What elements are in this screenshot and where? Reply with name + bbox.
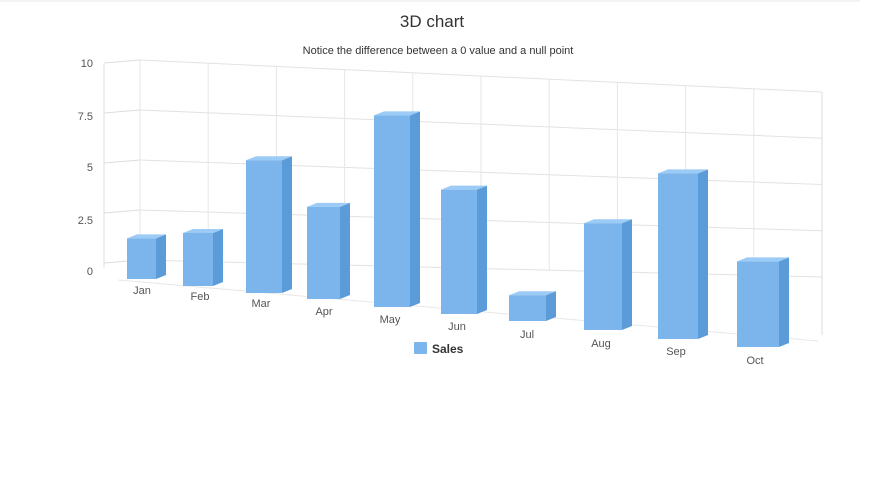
- bar-front: [183, 232, 213, 286]
- bar-side: [282, 156, 292, 293]
- gridline-side: [103, 159, 141, 164]
- bar-top: [307, 202, 350, 207]
- gridline-side: [103, 109, 141, 114]
- bar-side: [622, 219, 632, 330]
- bar-front: [509, 295, 546, 321]
- bar[interactable]: [183, 228, 223, 286]
- y-tick-label: 10: [81, 58, 93, 70]
- gridline-side: [103, 209, 141, 214]
- bar-front: [374, 115, 410, 307]
- bar[interactable]: [374, 111, 420, 307]
- top-border: [0, 0, 860, 2]
- x-tick-label: Sep: [666, 346, 686, 358]
- bar[interactable]: [307, 202, 350, 299]
- bar-front: [246, 160, 282, 293]
- x-tick-label: Apr: [315, 306, 332, 318]
- bar-front: [584, 223, 622, 330]
- y-tick-label: 7.5: [78, 111, 93, 123]
- bar-front: [307, 206, 340, 299]
- bar[interactable]: [246, 156, 292, 293]
- bar-side: [213, 228, 223, 286]
- legend-item-sales[interactable]: Sales: [414, 342, 464, 356]
- bar-front: [658, 173, 698, 339]
- chart-title: 3D chart: [400, 12, 465, 31]
- x-tick-label: Jul: [520, 329, 534, 341]
- bar-top: [127, 234, 166, 239]
- bar[interactable]: [584, 219, 632, 330]
- bar-side: [477, 185, 487, 314]
- bar-top: [509, 291, 556, 296]
- x-tick-label: Oct: [746, 355, 763, 367]
- bar[interactable]: [127, 234, 166, 279]
- chart-subtitle: Notice the difference between a 0 value …: [303, 45, 574, 57]
- bar-side: [779, 257, 789, 347]
- bar-side: [340, 202, 350, 299]
- bar-front: [441, 189, 477, 314]
- legend-swatch: [414, 342, 427, 354]
- x-tick-label: Aug: [591, 338, 611, 350]
- bar-top: [584, 219, 632, 224]
- bar-top: [183, 228, 223, 233]
- bars: [127, 111, 789, 347]
- bar-front: [127, 238, 156, 279]
- bar-side: [156, 234, 166, 279]
- bar-side: [546, 291, 556, 321]
- legend-label: Sales: [432, 342, 464, 356]
- x-tick-label: Feb: [191, 291, 210, 303]
- x-tick-label: Mar: [252, 298, 271, 310]
- x-axis-ticks: Jan Feb Mar Apr May Jun Jul Aug Sep Oct: [133, 285, 763, 367]
- x-tick-label: Jan: [133, 285, 151, 297]
- bar-side: [410, 111, 420, 307]
- y-tick-label: 2.5: [78, 215, 93, 227]
- y-tick-label: 0: [87, 266, 93, 278]
- bar-front: [737, 261, 779, 347]
- bar-top: [246, 156, 292, 161]
- bar[interactable]: [509, 291, 556, 321]
- bar-top: [441, 185, 487, 190]
- x-tick-label: May: [380, 314, 401, 326]
- bar[interactable]: [737, 257, 789, 347]
- y-tick-label: 5: [87, 162, 93, 174]
- y-axis-ticks: 0 2.5 5 7.5 10: [78, 58, 93, 278]
- gridline-side: [103, 59, 141, 64]
- bar-top: [737, 257, 789, 262]
- bar[interactable]: [658, 169, 708, 339]
- bar[interactable]: [441, 185, 487, 314]
- bar-top: [374, 111, 420, 116]
- bar-top: [658, 169, 708, 174]
- bar-side: [698, 169, 708, 339]
- x-tick-label: Jun: [448, 321, 466, 333]
